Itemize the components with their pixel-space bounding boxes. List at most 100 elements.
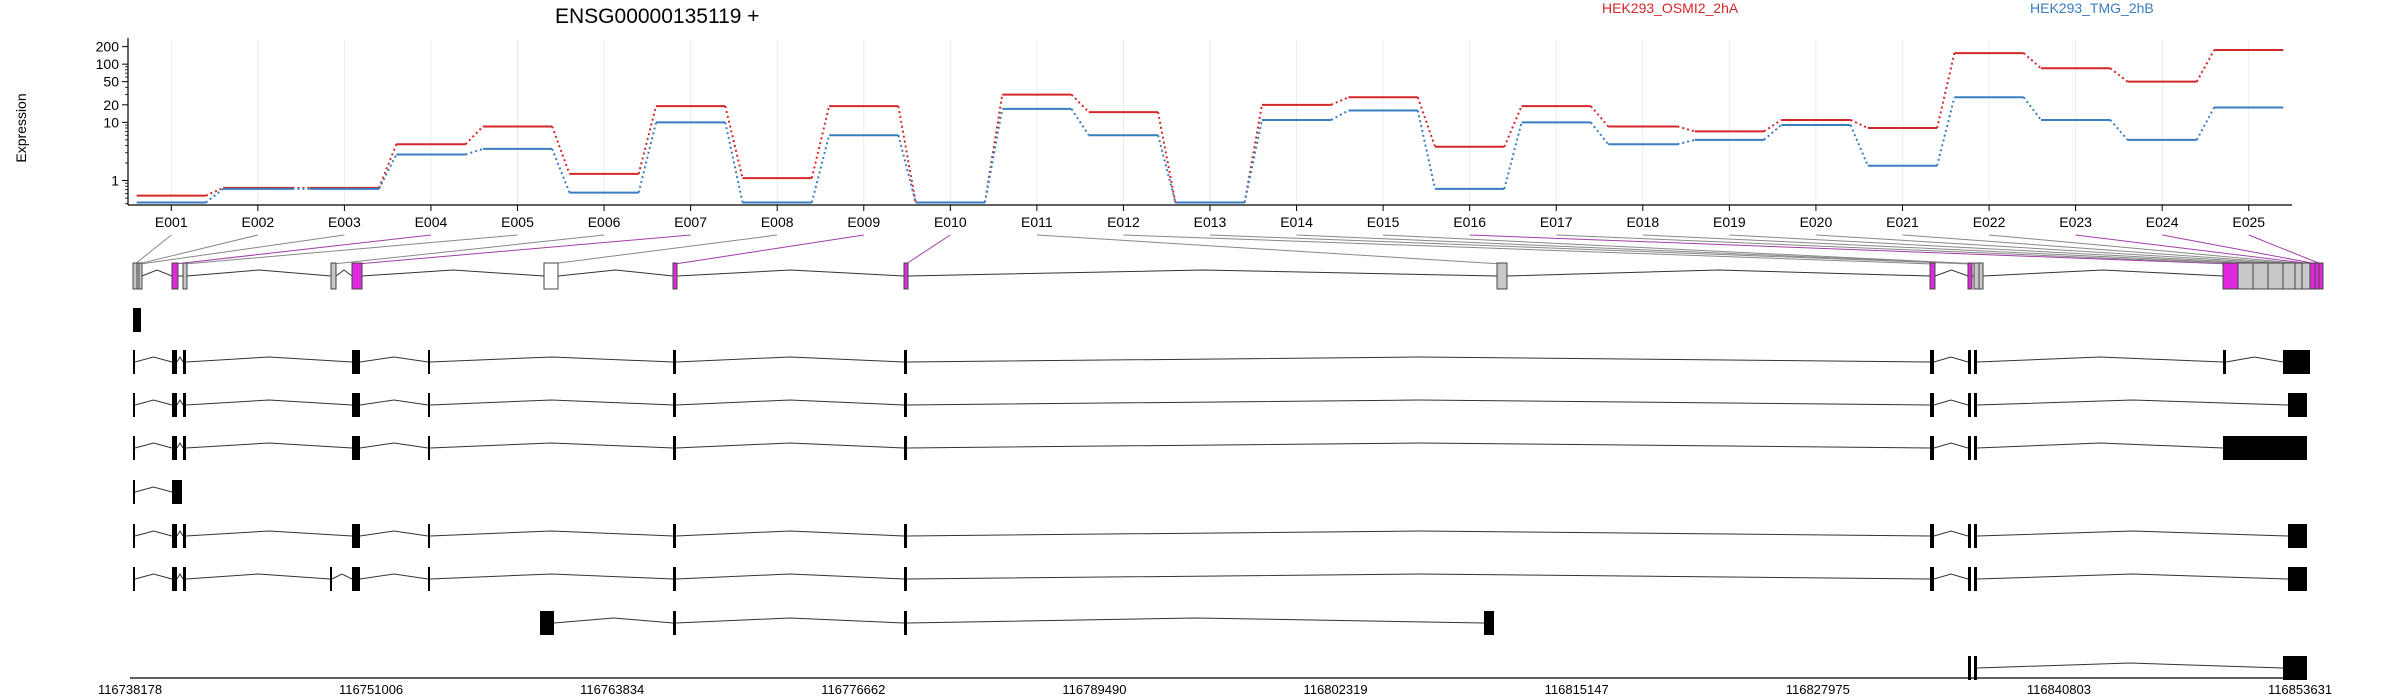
transcript-exon [1968, 567, 1971, 591]
transcript-exon [133, 480, 135, 504]
transcript-exon [1968, 524, 1971, 548]
series-transition [1677, 125, 1696, 133]
transcript-exon [172, 436, 177, 460]
gene-model [132, 262, 2324, 290]
transcript-exon [1974, 393, 1977, 417]
intron-line [133, 269, 2323, 277]
transcript-intron [675, 356, 905, 363]
series-transition [897, 105, 917, 203]
series-transition [1677, 138, 1695, 146]
transcript-exon [904, 436, 907, 460]
series-transition [2022, 96, 2042, 121]
transcript-exon [133, 393, 135, 417]
series-transition [2195, 107, 2215, 141]
transcript-exon [172, 480, 182, 504]
exon-block [1978, 262, 1984, 290]
transcript-9 [1968, 656, 2307, 680]
genomic-tick-label: 116827975 [1786, 682, 1850, 697]
transcript-exon [1974, 436, 1977, 460]
legend-series-2: HEK293_TMG_2hB [2030, 0, 2154, 16]
exon-block [2294, 262, 2303, 290]
transcript-exon [904, 524, 907, 548]
exon-connector [1469, 234, 2231, 265]
x-tick-label: E002 [241, 214, 274, 230]
exon-block [2309, 262, 2316, 290]
genomic-tick-label: 116738178 [98, 682, 162, 697]
transcript-intron [553, 617, 674, 624]
transcript-exon [172, 393, 177, 417]
y-tick-label: 50 [103, 74, 119, 90]
transcript-intron [1933, 356, 1969, 363]
series-transition [724, 105, 744, 179]
transcript-intron [176, 399, 184, 406]
transcript-exon [428, 436, 430, 460]
exon-connector-lines [134, 234, 2322, 265]
exon-block [543, 262, 559, 290]
transcript-exon [133, 308, 137, 332]
series-transition [2109, 119, 2129, 141]
series-transition [551, 126, 571, 175]
exon-block [2314, 262, 2320, 290]
transcript-intron [185, 442, 353, 449]
legend-series-1: HEK293_OSMI2_2hA [1602, 0, 1739, 16]
transcript-exon [428, 567, 430, 591]
exon-connector [674, 234, 864, 265]
transcript-intron [134, 530, 173, 537]
transcript-intron [675, 399, 905, 406]
exon-block [2222, 262, 2239, 290]
x-tick-label: E025 [2232, 214, 2265, 230]
transcript-exon [352, 436, 360, 460]
transcript-intron [1976, 356, 2224, 363]
transcript-intron [906, 356, 1931, 363]
exon-block [182, 262, 188, 290]
x-tick-label: E001 [155, 214, 188, 230]
exon-connector [1988, 234, 2307, 265]
genomic-tick-label: 116802319 [1304, 682, 1368, 697]
series-transition [1243, 104, 1263, 203]
transcript-intron [906, 573, 1931, 580]
x-tick-label: E023 [2059, 214, 2092, 230]
transcript-exon [904, 393, 907, 417]
transcript-intron [429, 356, 674, 363]
exon-block [138, 262, 143, 290]
transcript-intron [2225, 356, 2284, 363]
transcript-exon [183, 436, 186, 460]
exon-block [903, 262, 909, 290]
series-transition [1330, 109, 1349, 121]
transcript-intron [185, 573, 331, 580]
transcript-intron [1933, 399, 1969, 406]
series-transition [1157, 135, 1177, 203]
transcript-intron [429, 530, 674, 537]
series-transition [464, 125, 484, 145]
series-transition [637, 122, 657, 193]
transcript-exon [183, 393, 186, 417]
series-2 [136, 96, 2284, 204]
transcript-6 [133, 524, 2307, 548]
exon-connector [333, 234, 605, 265]
transcript-intron [185, 399, 353, 406]
transcript-exon [133, 524, 135, 548]
series-transition [810, 105, 831, 179]
transcript-exon [673, 524, 676, 548]
exon-connector [137, 234, 258, 265]
transcript-intron [906, 617, 1485, 624]
x-tick-label: E016 [1453, 214, 1486, 230]
exon-block [171, 262, 179, 290]
exon-block [1967, 262, 1973, 290]
transcript-8 [540, 611, 1494, 635]
transcript-intron [1976, 530, 2289, 537]
transcript-intron [134, 442, 173, 449]
transcript-exon [2288, 567, 2307, 591]
transcript-intron [675, 617, 905, 624]
exon-block [351, 262, 363, 290]
transcript-tracks [133, 308, 2310, 680]
exon-block [1929, 262, 1936, 290]
transcript-exon [1930, 350, 1934, 374]
transcript-3 [133, 393, 2307, 417]
x-tick-label: E011 [1021, 214, 1053, 230]
transcript-intron [359, 399, 429, 406]
series-transition [637, 105, 657, 175]
series-transition [1416, 110, 1437, 190]
x-tick-label: E003 [328, 214, 361, 230]
series-transition [1763, 119, 1782, 133]
